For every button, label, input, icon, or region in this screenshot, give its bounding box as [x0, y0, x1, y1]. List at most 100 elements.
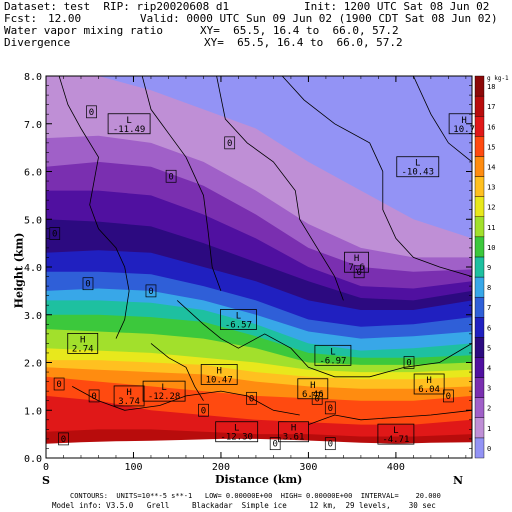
zero-contour-label: 0: [403, 356, 415, 369]
extremum-box: [314, 344, 352, 366]
y-tick-label: 8.0: [24, 72, 42, 83]
colorbar-swatch: [474, 116, 485, 137]
colorbar-label: 8: [487, 284, 491, 292]
divergence-contour: [141, 76, 222, 292]
south-label: S: [42, 474, 50, 487]
extremum-label: L-10.43: [396, 156, 440, 178]
divergence-contour: [413, 76, 472, 163]
extremum-box: [200, 364, 238, 385]
extremum-box: [377, 423, 415, 445]
zero-contour-label: 0: [324, 401, 336, 415]
svg-text:0: 0: [89, 108, 94, 118]
extremum-value: 6.04: [418, 385, 440, 395]
extremum-value: -10.43: [402, 168, 435, 178]
terrain: [46, 438, 472, 458]
field1-xy: XY= 65.5, 16.4 to 66.0, 57.2: [200, 24, 399, 37]
x-tick-label: 400: [387, 462, 405, 473]
extremum-box: [220, 309, 257, 330]
y-tick-label: 2.0: [24, 359, 42, 370]
colorbar-swatch: [474, 296, 485, 318]
zero-contour-label: 0: [58, 432, 69, 446]
colorbar-label: 10: [487, 244, 495, 252]
dataset-label: Dataset: test RIP: rip20020608 d1: [4, 0, 230, 13]
x-tick-label: 300: [299, 462, 317, 473]
extremum-box: [278, 421, 309, 443]
extremum-value: 6.46: [302, 390, 324, 400]
y-tick-label: 1.0: [24, 406, 42, 417]
extremum-box: [67, 332, 99, 354]
colorbar-swatch: [474, 216, 485, 238]
extremum-kind: L: [161, 383, 166, 393]
init-time-label: Init: 1200 UTC Sat 08 Jun 02: [304, 0, 490, 13]
colorbar-swatch: [474, 256, 485, 278]
x-axis-label: Distance (km): [215, 473, 303, 486]
svg-text:0: 0: [201, 406, 206, 416]
colorbar-swatch: [474, 437, 485, 459]
extremum-label: H2.74: [67, 332, 99, 354]
divergence-contour: [150, 343, 204, 401]
field2-xy: XY= 65.5, 16.4 to 66.0, 57.2: [204, 36, 403, 49]
divergence-contour: [72, 386, 300, 416]
extremum-value: -6.57: [225, 321, 252, 331]
svg-text:0: 0: [61, 435, 66, 445]
colorbar-label: 18: [487, 83, 495, 91]
extremum-value: 2.74: [72, 344, 94, 354]
extremum-label: L-12.30: [215, 421, 259, 443]
divergence-contour: [58, 76, 130, 339]
extremum-value: 10.47: [206, 375, 233, 385]
extremum-value: 10.7: [453, 125, 475, 135]
extremum-kind: H: [461, 116, 466, 126]
extremum-label: H6.04: [413, 373, 445, 395]
extremum-box: [344, 251, 369, 273]
extremum-label: L-6.57: [220, 309, 257, 331]
svg-text:0: 0: [168, 172, 173, 182]
colorbar-label: 6: [487, 324, 491, 332]
x-tick-label: 0: [43, 462, 49, 473]
colorbar-swatch: [474, 377, 485, 398]
extremum-kind: H: [126, 388, 131, 398]
colorbar-label: 14: [487, 163, 495, 171]
contours-footer: CONTOURS: UNITS=10**-5 s**-1 LOW= 0.0000…: [70, 492, 441, 500]
extremum-value: -4.71: [382, 435, 409, 445]
extremum-box: [107, 113, 151, 135]
axes: 0.0 1.0 2.0 3.0 4.0 5.0 6.0 7.0 8.0 0 100 200 300 400: [24, 72, 472, 473]
y-tick-label: 4.0: [24, 263, 42, 274]
zero-contour-label: 0: [88, 389, 100, 403]
extremum-label: L-12.28: [142, 380, 186, 402]
extremum-value: -12.28: [148, 392, 181, 402]
colorbar-label: 9: [487, 264, 491, 272]
colorbar-swatch: [474, 156, 485, 177]
colorbar-swatch: [474, 196, 485, 217]
colorbar-swatch: [474, 136, 485, 157]
divergence-contour: [216, 76, 344, 301]
extremum-kind: L: [330, 347, 335, 357]
divergence-contour: [308, 409, 472, 425]
colorbar-swatch: [474, 236, 485, 258]
y-tick-label: 6.0: [24, 168, 42, 179]
y-tick-label: 7.0: [24, 120, 42, 131]
svg-text:0: 0: [249, 394, 254, 404]
extremum-kind: L: [234, 424, 239, 434]
zero-contour-label: 0: [53, 377, 65, 391]
zero-contour-label: 0: [145, 284, 157, 298]
extremum-box: [113, 385, 145, 407]
colorbar-label: 4: [487, 365, 491, 373]
extremum-value: 3.74: [118, 397, 140, 407]
y-tick-label: 5.0: [24, 215, 42, 226]
colorbar-swatch: [474, 75, 485, 97]
zero-contour-label: 0: [324, 437, 336, 451]
model-info-footer: Model info: V3.5.0 Grell Blackadar Simpl…: [52, 501, 436, 510]
extremum-label: H10.47: [200, 364, 238, 385]
colorbar-swatch: [474, 276, 485, 298]
zero-contour-label: 0: [269, 437, 281, 451]
zero-contour-label: 0: [165, 169, 177, 183]
extremum-value: -6.97: [319, 356, 346, 366]
colorbar-swatch: [474, 317, 485, 338]
divergence-contour: [281, 76, 472, 277]
zero-contour-label: 0: [49, 227, 61, 240]
zero-contour-label: 0: [198, 403, 209, 417]
colorbar-label: 17: [487, 103, 495, 111]
extremum-kind: H: [216, 366, 221, 376]
